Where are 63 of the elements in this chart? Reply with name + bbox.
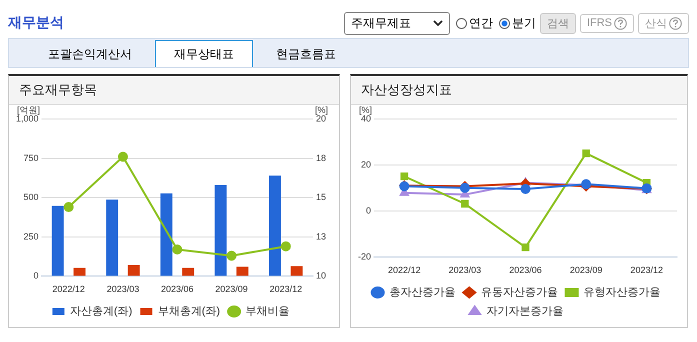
legend-label: 부채총계(좌): [158, 306, 220, 318]
point: [118, 152, 128, 162]
point: [226, 250, 237, 261]
text: 분기: [510, 14, 536, 32]
text: IFRS: [580, 14, 634, 32]
y2-tick-label: 13: [316, 231, 326, 242]
legend-label: 부채비율: [246, 306, 290, 318]
point: [461, 200, 469, 208]
legend-label: 유형자산증가율: [583, 286, 660, 299]
bar: [182, 268, 194, 276]
bar: [106, 200, 118, 276]
y-tick-label: 20: [360, 160, 372, 170]
y2-tick-label: 18: [316, 152, 326, 163]
x-tick-label: 2023/06: [509, 265, 542, 276]
x-tick-label: 2023/09: [215, 284, 248, 294]
y-tick-label: 750: [23, 152, 39, 163]
legend-label: 자산총계(좌): [70, 306, 132, 318]
y2-tick-label: 10: [316, 270, 326, 281]
y2-tick-label: 15: [316, 192, 326, 202]
text: 포괄손익계산서: [47, 46, 133, 63]
point: [522, 243, 530, 252]
text: 연간: [468, 14, 493, 32]
y-tick-label: 250: [23, 231, 39, 242]
x-tick-label: 2023/12: [270, 284, 302, 294]
point: [172, 244, 182, 254]
point: [400, 172, 408, 180]
x-tick-label: 2023/12: [630, 265, 663, 276]
y2-axis-title: [%]: [314, 104, 328, 115]
y-tick-label: 0: [34, 270, 39, 281]
y-axis-title: [억원]: [17, 104, 40, 115]
chart-title: 주요재무항목: [9, 76, 339, 105]
text: 현금흐름표: [275, 46, 337, 63]
bar: [290, 266, 303, 276]
y-tick-label: 500: [23, 192, 39, 202]
text: 검색: [540, 12, 576, 34]
legend-label: 유동자산증가율: [480, 286, 558, 299]
legend-label: 자기자본증가율: [486, 306, 564, 318]
point: [280, 241, 291, 252]
x-tick-label: 2023/06: [160, 284, 194, 294]
bar: [52, 206, 64, 276]
bar: [128, 265, 140, 276]
x-tick-label: 2022/12: [52, 284, 85, 294]
text: 주재무제표: [350, 14, 411, 32]
point: [582, 149, 590, 158]
point: [520, 184, 531, 194]
point: [64, 202, 74, 212]
y-axis-title: [%]: [359, 104, 372, 115]
x-tick-label: 2022/12: [388, 265, 421, 276]
legend-label: 총자산증가율: [389, 286, 456, 299]
bar: [236, 266, 248, 276]
text: 재무분석: [8, 14, 65, 32]
bar: [269, 176, 281, 276]
bar: [214, 185, 227, 276]
x-tick-label: 2023/03: [448, 265, 482, 276]
x-tick-label: 2023/03: [106, 284, 140, 294]
bar: [160, 193, 172, 276]
x-tick-label: 2023/09: [570, 265, 602, 276]
y-tick-label: 0: [366, 206, 372, 216]
text: 재무상태표: [155, 40, 253, 67]
chart-title: 자산성장성지표: [351, 76, 687, 105]
text: 산식: [638, 12, 689, 34]
bar: [74, 268, 86, 276]
y-tick-label: -20: [358, 252, 372, 262]
